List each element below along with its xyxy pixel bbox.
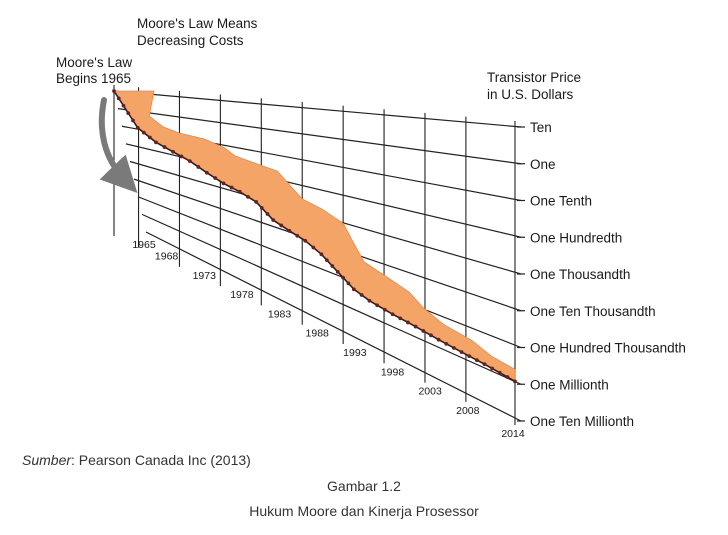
start-note-line-2: Begins 1965 xyxy=(56,71,131,86)
price-point xyxy=(311,245,316,250)
price-point xyxy=(295,233,300,238)
price-level-label: One xyxy=(530,157,556,172)
price-point xyxy=(246,194,250,199)
price-level-label: One Thousandth xyxy=(530,267,630,282)
price-point xyxy=(444,341,449,346)
price-point xyxy=(505,375,510,379)
price-level-label: One Millionth xyxy=(530,377,609,392)
price-point xyxy=(346,281,351,286)
price-point xyxy=(382,307,387,312)
price-point xyxy=(179,154,184,159)
source-note: Sumber: Pearson Canada Inc (2013) xyxy=(22,452,251,468)
price-point xyxy=(429,333,433,338)
header-left-line-1: Moore's Law Means xyxy=(137,16,258,31)
price-point xyxy=(237,189,242,194)
year-tick-label: 1968 xyxy=(155,251,179,263)
price-series xyxy=(112,89,517,384)
price-point xyxy=(171,149,175,154)
price-point xyxy=(279,223,284,228)
year-tick-label: 1993 xyxy=(343,347,367,359)
price-point xyxy=(131,118,135,123)
y-axis-title-line-2: in U.S. Dollars xyxy=(487,87,574,102)
price-level-label: Ten xyxy=(530,120,552,135)
y-axis-title-line-1: Transistor Price xyxy=(487,70,581,85)
price-level-label: One Ten Thousandth xyxy=(530,304,656,319)
price-point xyxy=(154,140,158,145)
price-point xyxy=(112,89,116,93)
price-level-label: One Hundred Thousandth xyxy=(530,341,686,356)
price-point xyxy=(254,200,259,204)
header-left-line-2: Decreasing Costs xyxy=(137,33,244,48)
price-level-line xyxy=(137,196,522,349)
price-level-label: One Ten Millionth xyxy=(530,414,634,429)
price-point xyxy=(121,103,126,108)
price-point xyxy=(126,111,131,115)
year-tick-label: 1998 xyxy=(381,366,405,378)
start-arrow-icon xyxy=(98,97,138,194)
price-point xyxy=(303,238,308,243)
price-point xyxy=(413,324,418,329)
start-note-line-1: Moore's Law xyxy=(56,55,132,70)
year-tick-label: 2003 xyxy=(418,386,442,398)
year-tick-label: 1983 xyxy=(268,308,292,320)
price-point xyxy=(436,337,441,342)
price-point xyxy=(513,379,517,384)
price-point xyxy=(330,264,335,268)
price-point xyxy=(406,320,410,325)
price-point xyxy=(204,170,209,175)
year-tick-label: 1973 xyxy=(193,270,217,282)
price-point xyxy=(148,135,152,140)
price-level-label: One Tenth xyxy=(530,194,592,209)
price-point xyxy=(196,165,201,169)
price-point xyxy=(259,206,264,210)
price-point xyxy=(221,181,226,186)
price-level-label: One Hundredth xyxy=(530,230,622,245)
price-level-labels: Ten One One Tenth One Hundredth One Thousand… xyxy=(530,120,686,429)
price-point xyxy=(271,218,276,222)
year-tick-label: 2008 xyxy=(456,405,480,417)
price-point xyxy=(398,316,403,321)
price-point xyxy=(187,159,192,164)
price-point xyxy=(467,354,472,359)
price-point xyxy=(341,275,345,280)
price-level-line xyxy=(113,90,522,128)
price-point xyxy=(287,228,292,233)
price-point xyxy=(497,370,502,375)
price-point xyxy=(375,303,380,308)
price-point xyxy=(229,185,234,190)
price-level-line xyxy=(141,213,522,385)
price-level-line xyxy=(145,231,522,422)
figure-title: Hukum Moore dan Kinerja Prosessor xyxy=(249,503,479,519)
price-point xyxy=(452,346,456,350)
figure-number: Gambar 1.2 xyxy=(327,478,401,494)
year-tick-label: 2014 xyxy=(501,428,525,440)
price-point xyxy=(359,293,364,297)
price-point xyxy=(213,176,218,180)
price-point xyxy=(265,212,270,216)
price-point xyxy=(135,125,140,130)
price-point xyxy=(390,312,395,317)
source-prefix: Sumber xyxy=(22,452,72,468)
price-point xyxy=(324,258,329,263)
price-point xyxy=(141,130,146,135)
source-text: : Pearson Canada Inc (2013) xyxy=(71,452,251,468)
price-point xyxy=(319,252,324,257)
price-point xyxy=(482,362,487,367)
year-tick-label: 1965 xyxy=(132,239,156,251)
price-point xyxy=(367,298,372,303)
price-level-line xyxy=(117,108,522,165)
price-point xyxy=(162,145,167,149)
year-tick-label: 1978 xyxy=(230,289,254,301)
price-point xyxy=(116,96,121,101)
year-tick-label: 1988 xyxy=(306,328,330,340)
price-point xyxy=(335,269,340,274)
price-point xyxy=(421,329,426,333)
price-point xyxy=(351,287,356,292)
price-point xyxy=(490,366,495,371)
moores-law-chart: Ten One One Tenth One Hundredth One Thousand… xyxy=(56,16,686,440)
price-point xyxy=(474,358,479,363)
price-point xyxy=(459,350,464,355)
